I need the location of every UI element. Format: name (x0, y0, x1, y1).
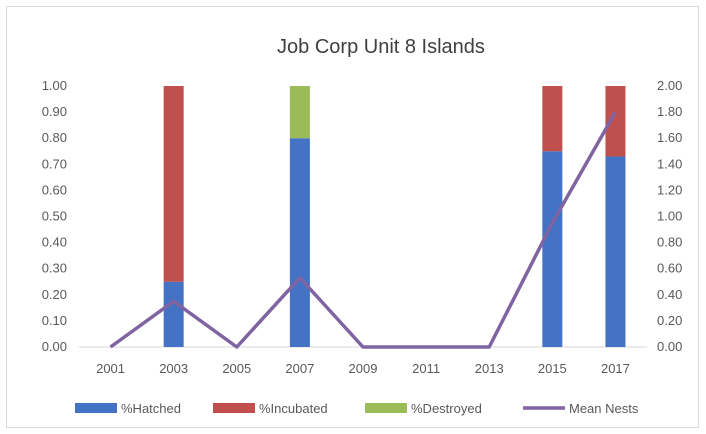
y-left-tick-label: 0.00 (42, 339, 67, 354)
legend-swatch (365, 403, 407, 413)
x-tick-label: 2009 (349, 361, 378, 376)
legend: %Hatched %Incubated %Destroyed Mean Nests (75, 401, 639, 416)
x-tick-label: 2001 (96, 361, 125, 376)
y-left-tick-label: 0.80 (42, 130, 67, 145)
x-tick-label: 2003 (159, 361, 188, 376)
bar-incubated (605, 86, 626, 157)
x-tick-label: 2013 (475, 361, 504, 376)
bar-destroyed (289, 86, 310, 139)
bar-incubated (163, 86, 184, 282)
legend-label: %Hatched (121, 401, 181, 416)
x-tick-label: 2005 (222, 361, 251, 376)
x-tick-label: 2015 (538, 361, 567, 376)
chart-title: Job Corp Unit 8 Islands (277, 36, 485, 58)
y-right-tick-label: 0.20 (657, 313, 682, 328)
legend-label: %Destroyed (411, 401, 482, 416)
axes: 0.00 0.10 0.20 0.30 0.40 0.50 0.60 0.70 0.80 0.90… (42, 78, 683, 376)
x-tick-label: 2011 (412, 361, 440, 376)
y-right-tick-label: 0.40 (657, 287, 682, 302)
y-right-tick-label: 1.20 (657, 182, 682, 197)
bar-incubated (542, 86, 563, 152)
y-right-tick-label: 1.60 (657, 130, 682, 145)
legend-swatch (75, 403, 117, 413)
legend-swatch (213, 403, 255, 413)
legend-label: Mean Nests (569, 401, 639, 416)
y-left-tick-label: 1.00 (42, 78, 67, 93)
y-left-tick-label: 0.70 (42, 156, 67, 171)
x-tick-label: 2017 (601, 361, 630, 376)
y-right-tick-label: 0.60 (657, 261, 682, 276)
y-left-tick-label: 0.30 (42, 261, 67, 276)
y-left-tick-label: 0.20 (42, 287, 67, 302)
y-right-tick-label: 1.80 (657, 104, 682, 119)
bar-hatched (163, 281, 184, 347)
y-left-tick-label: 0.50 (42, 209, 67, 224)
legend-label: %Incubated (259, 401, 328, 416)
y-left-tick-label: 0.90 (42, 104, 67, 119)
y-right-tick-label: 2.00 (657, 78, 682, 93)
y-right-tick-label: 0.80 (657, 235, 682, 250)
chart-svg: Job Corp Unit 8 Islands 0.00 0.10 0.20 0.30… (42, 36, 683, 416)
line-series (109, 111, 617, 349)
y-left-tick-label: 0.40 (42, 235, 67, 250)
line-mean-nests (109, 111, 617, 349)
bar-hatched (542, 151, 563, 347)
y-right-tick-label: 1.00 (657, 209, 682, 224)
y-right-tick-label: 1.40 (657, 156, 682, 171)
y-left-tick-label: 0.10 (42, 313, 67, 328)
bar-hatched (289, 138, 310, 347)
bars (163, 86, 626, 347)
chart-frame: Job Corp Unit 8 Islands 0.00 0.10 0.20 0.30… (6, 6, 699, 428)
bar-hatched (605, 156, 626, 347)
x-tick-label: 2007 (285, 361, 314, 376)
y-left-tick-label: 0.60 (42, 182, 67, 197)
y-right-tick-label: 0.00 (657, 339, 682, 354)
